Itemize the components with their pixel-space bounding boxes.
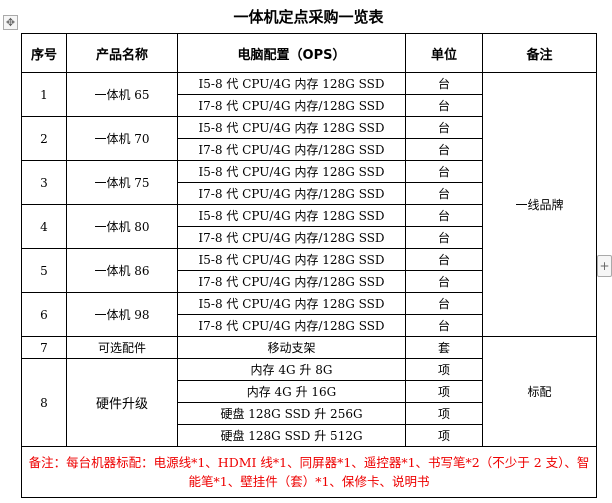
table-row: I7-8 代 CPU/4G 内存/128G SSD 台 xyxy=(22,270,597,293)
unit-cell: 台 xyxy=(405,138,483,161)
remark-brand: 一线品牌 xyxy=(482,72,597,337)
unit-cell: 台 xyxy=(405,248,483,271)
product-name: 一体机 75 xyxy=(66,160,178,205)
unit-cell: 台 xyxy=(405,72,483,95)
product-no: 3 xyxy=(21,160,67,205)
product-name: 一体机 98 xyxy=(66,292,178,337)
header-remark: 备注 xyxy=(482,33,597,73)
unit-cell: 项 xyxy=(405,358,483,381)
config-cell: I7-8 代 CPU/4G 内存/128G SSD xyxy=(177,94,406,117)
product-name: 一体机 70 xyxy=(66,116,178,161)
header-no: 序号 xyxy=(21,33,67,73)
table-row: I7-8 代 CPU/4G 内存/128G SSD 台 xyxy=(22,314,597,337)
product-no: 4 xyxy=(21,204,67,249)
config-cell: I7-8 代 CPU/4G 内存/128G SSD xyxy=(177,270,406,293)
config-cell: I5-8 代 CPU/4G 内存 128G SSD xyxy=(177,204,406,227)
table-row: I7-8 代 CPU/4G 内存/128G SSD 台 xyxy=(22,94,597,117)
unit-cell: 台 xyxy=(405,116,483,139)
unit-cell: 项 xyxy=(405,424,483,447)
note-text: 备注：每台机器标配：电源线*1、HDMI 线*1、同屏器*1、遥控器*1、书写笔… xyxy=(21,446,597,498)
product-no: 6 xyxy=(21,292,67,337)
config-cell: I5-8 代 CPU/4G 内存 128G SSD xyxy=(177,248,406,271)
config-cell: I7-8 代 CPU/4G 内存/128G SSD xyxy=(177,182,406,205)
table-row: I7-8 代 CPU/4G 内存/128G SSD 台 xyxy=(22,182,597,205)
config-cell: I7-8 代 CPU/4G 内存/128G SSD xyxy=(177,314,406,337)
upgrade-item: 硬盘 128G SSD 升 256G xyxy=(177,402,406,425)
upgrade-item: 硬盘 128G SSD 升 512G xyxy=(177,424,406,447)
config-cell: I5-8 代 CPU/4G 内存 128G SSD xyxy=(177,160,406,183)
product-no: 1 xyxy=(21,72,67,117)
config-cell: I5-8 代 CPU/4G 内存 128G SSD xyxy=(177,72,406,95)
unit-cell: 台 xyxy=(405,292,483,315)
header-unit: 单位 xyxy=(405,33,483,73)
table-row: 1 一体机 65 I5-8 代 CPU/4G 内存 128G SSD 台一线品牌 xyxy=(21,72,597,337)
unit-cell: 台 xyxy=(405,160,483,183)
table-row: 5 一体机 86 I5-8 代 CPU/4G 内存 128G SSD 台 xyxy=(21,248,597,293)
table-row: 3 一体机 75 I5-8 代 CPU/4G 内存 128G SSD 台 xyxy=(21,160,597,205)
upgrade-no: 8 xyxy=(21,358,67,447)
product-no: 2 xyxy=(21,116,67,161)
remark-standard: 标配 xyxy=(482,336,597,447)
config-cell: I7-8 代 CPU/4G 内存/128G SSD xyxy=(177,138,406,161)
unit-cell: 台 xyxy=(405,94,483,117)
page-title: 一体机定点采购一览表 xyxy=(233,8,384,26)
unit-cell: 台 xyxy=(405,314,483,337)
config-cell: I5-8 代 CPU/4G 内存 128G SSD xyxy=(177,292,406,315)
product-no: 5 xyxy=(21,248,67,293)
config-cell: I7-8 代 CPU/4G 内存/128G SSD xyxy=(177,226,406,249)
add-column-button[interactable]: + xyxy=(597,255,612,277)
upgrade-item: 内存 4G 升 8G xyxy=(177,358,406,381)
accessory-unit: 套 xyxy=(405,336,483,359)
upgrade-item: 内存 4G 升 16G xyxy=(177,380,406,403)
product-name: 一体机 86 xyxy=(66,248,178,293)
table-row: 6 一体机 98 I5-8 代 CPU/4G 内存 128G SSD 台 xyxy=(21,292,597,337)
table-row: 硬盘 128G SSD 升 256G 项 xyxy=(22,402,597,425)
unit-cell: 项 xyxy=(405,402,483,425)
header-config: 电脑配置（OPS） xyxy=(177,33,406,73)
config-cell: I5-8 代 CPU/4G 内存 128G SSD xyxy=(177,116,406,139)
table-move-handle-icon[interactable]: ✥ xyxy=(3,15,18,30)
header-name: 产品名称 xyxy=(66,33,178,73)
product-name: 一体机 80 xyxy=(66,204,178,249)
unit-cell: 台 xyxy=(405,182,483,205)
table-row: 7 可选配件 移动支架套标配 xyxy=(21,336,597,447)
accessory-name: 可选配件 xyxy=(66,336,178,359)
unit-cell: 项 xyxy=(405,380,483,403)
table-row: I7-8 代 CPU/4G 内存/128G SSD 台 xyxy=(22,226,597,249)
note-row: 备注：每台机器标配：电源线*1、HDMI 线*1、同屏器*1、遥控器*1、书写笔… xyxy=(21,446,597,498)
unit-cell: 台 xyxy=(405,204,483,227)
procurement-table: 序号 产品名称 电脑配置（OPS） 单位 备注 1 一体机 65 I5-8 代 CP… xyxy=(21,33,597,498)
unit-cell: 台 xyxy=(405,226,483,249)
product-name: 一体机 65 xyxy=(66,72,178,117)
accessory-no: 7 xyxy=(21,336,67,359)
unit-cell: 台 xyxy=(405,270,483,293)
table-row: 4 一体机 80 I5-8 代 CPU/4G 内存 128G SSD 台 xyxy=(21,204,597,249)
upgrade-name: 硬件升级 xyxy=(66,358,178,447)
accessory-config: 移动支架 xyxy=(177,336,406,359)
table-row: 2 一体机 70 I5-8 代 CPU/4G 内存 128G SSD 台 xyxy=(21,116,597,161)
